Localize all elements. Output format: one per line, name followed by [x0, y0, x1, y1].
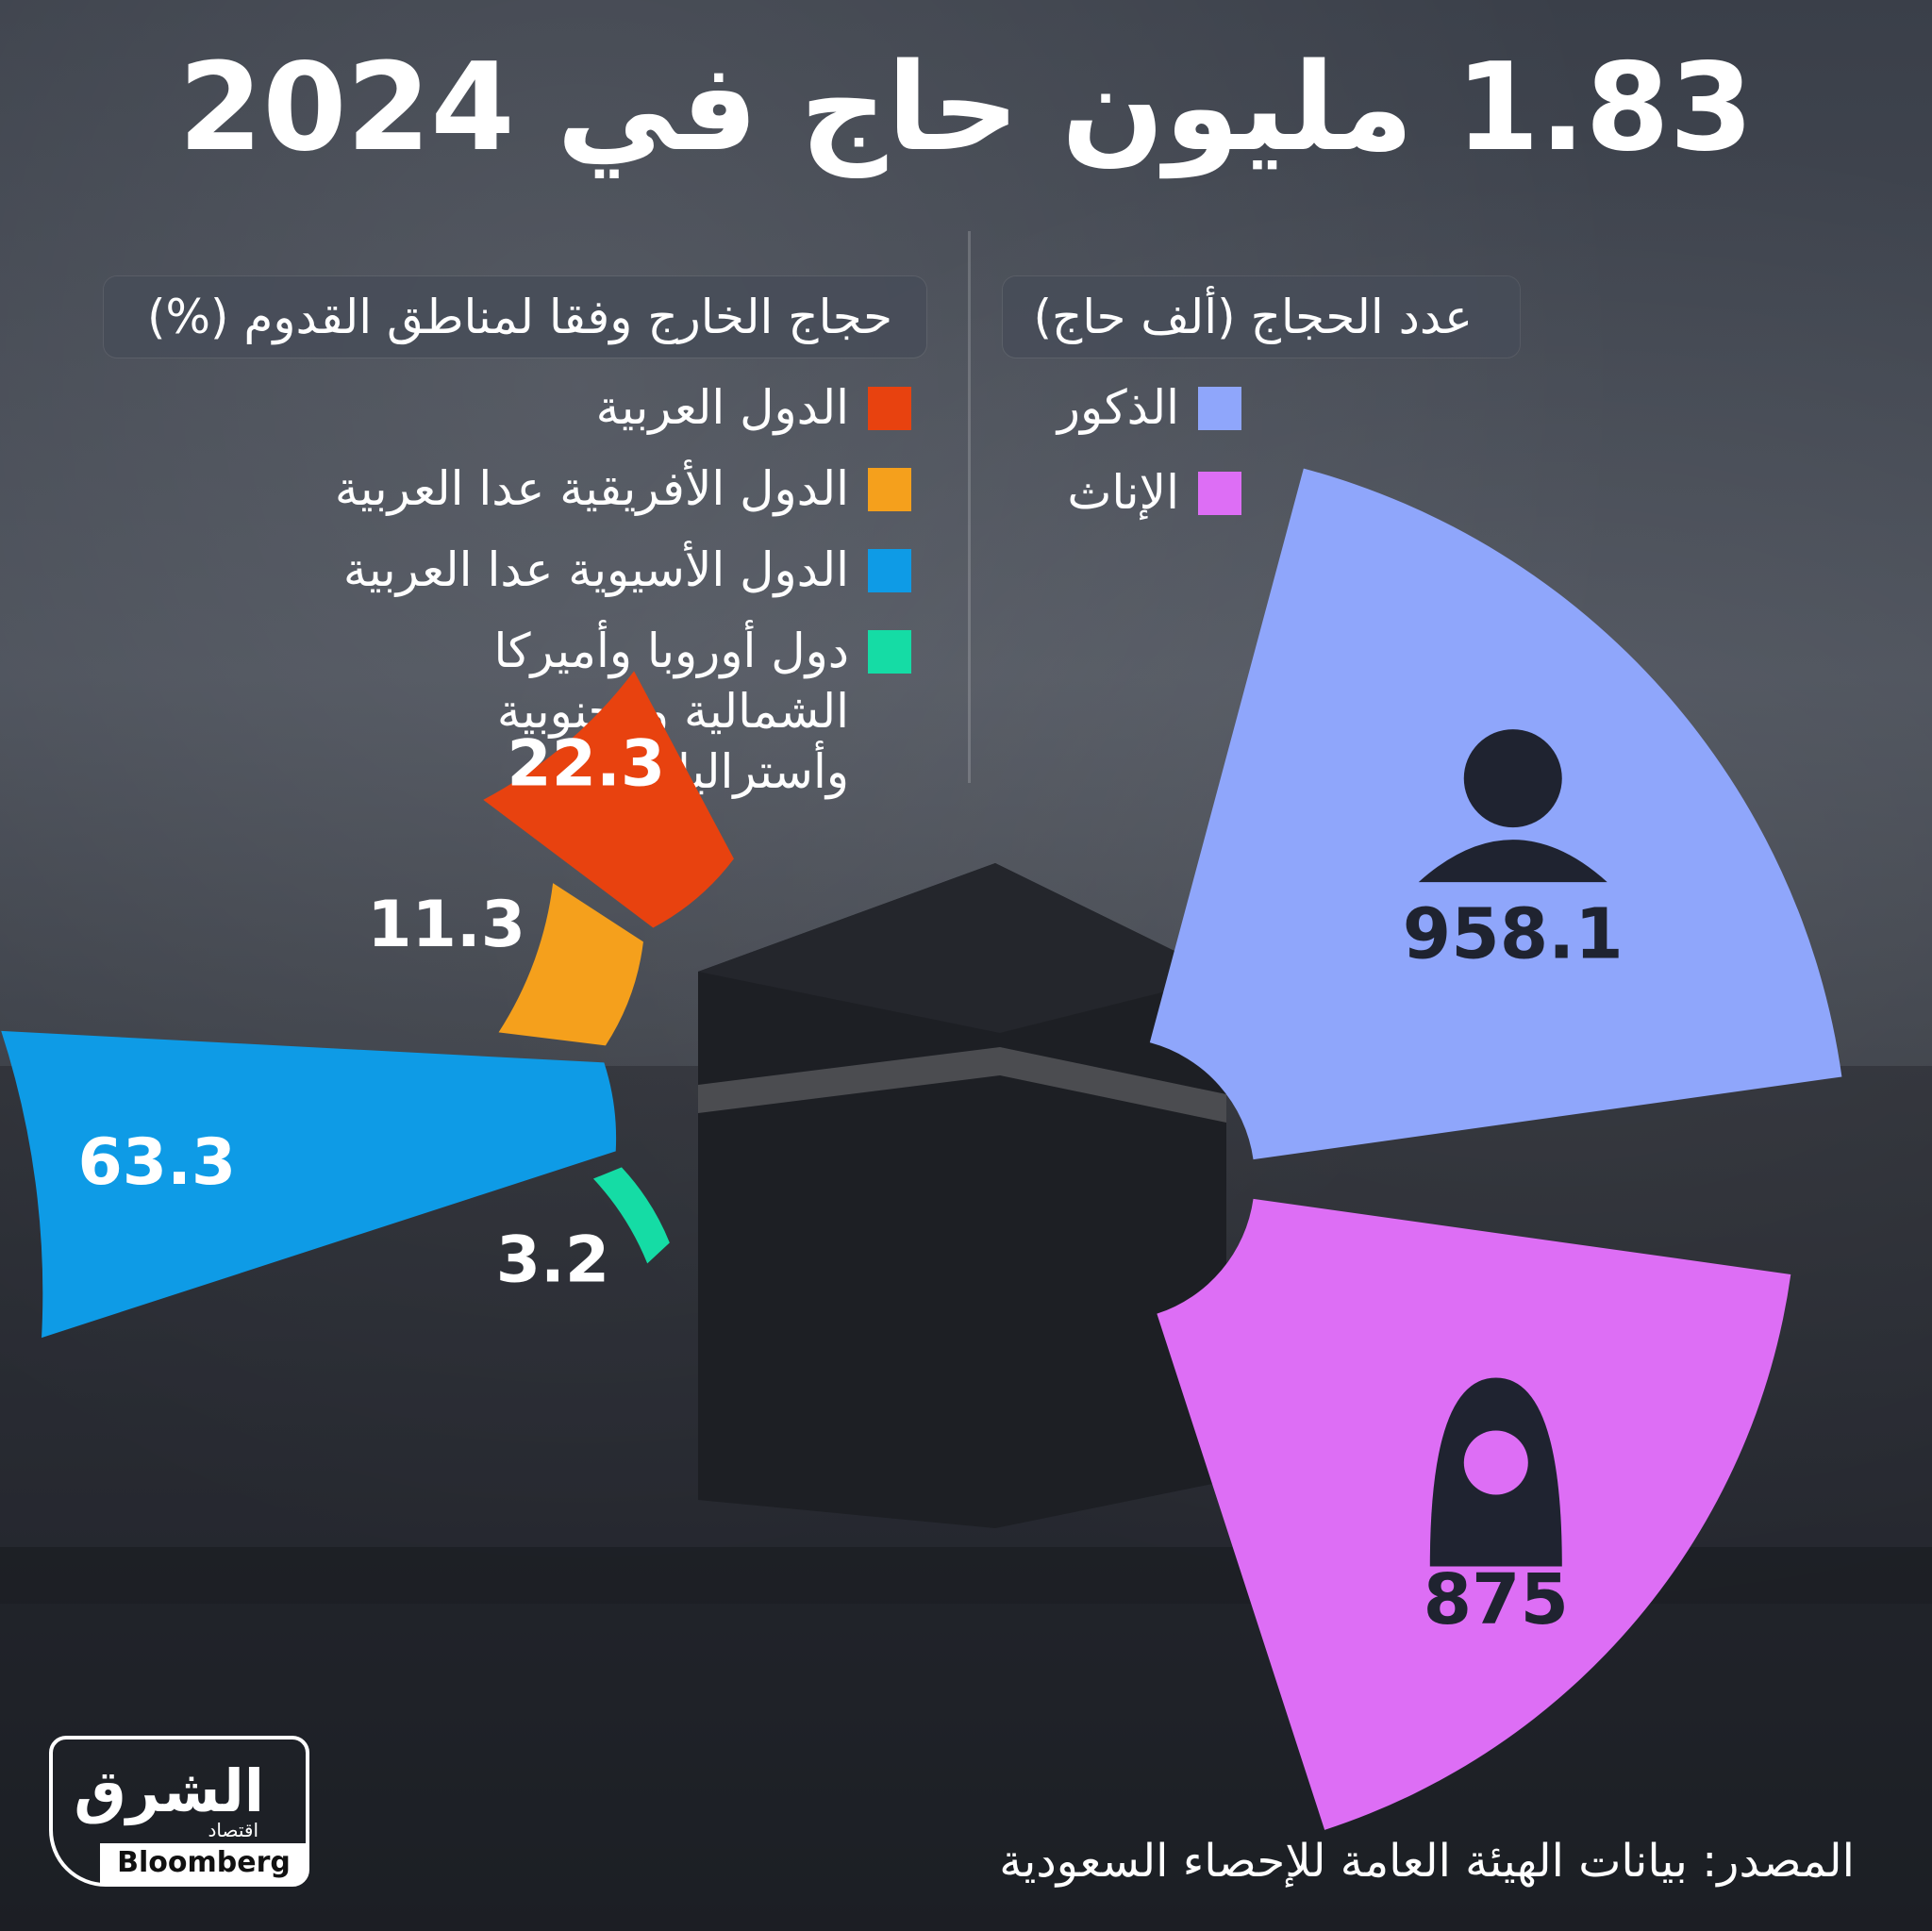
regions-header: حجاج الخارج وفقا لمناطق القدوم (%) [104, 276, 926, 358]
legend-label-west: دول أوروبا وأميركا الشمالية والجنوبية وأ… [493, 624, 849, 799]
region-bar-1 [483, 671, 734, 928]
legend-swatch-africa [868, 468, 911, 511]
gender-header: عدد الحجاج (ألف حاج) [1003, 276, 1520, 358]
region-value-label: 22.3 [507, 726, 665, 801]
legend-label-africa: الدول الأفريقية عدا العربية [334, 461, 849, 516]
legend-swatch-female [1198, 472, 1241, 515]
legend-label-arab: الدول العربية [595, 380, 849, 435]
legend-item-arab: الدول العربية [596, 377, 911, 438]
legend-label-female: الإناث [1067, 465, 1179, 520]
woman-icon-face [1463, 1430, 1528, 1495]
legend-item-male: الذكور [1058, 377, 1241, 438]
legend-swatch-arab [868, 387, 911, 430]
region-value-label: 3.2 [496, 1224, 609, 1298]
logo-frame [49, 1736, 309, 1887]
page-title: 1.83 مليون حاج في 2024 [178, 38, 1755, 178]
legend-item-africa: الدول الأفريقية عدا العربية [335, 458, 911, 519]
legend-swatch-west [868, 630, 911, 674]
man-icon [1463, 729, 1562, 828]
region-value-label: 63.3 [77, 1125, 236, 1200]
gender-value-label: 958.1 [1403, 894, 1624, 975]
region-bar-3 [1, 1030, 617, 1339]
legend-label-asia: الدول الأسيوية عدا العربية [342, 542, 849, 597]
legend-item-asia: الدول الأسيوية عدا العربية [343, 540, 911, 600]
source-note: المصدر: بيانات الهيئة العامة للإحصاء الس… [999, 1835, 1855, 1888]
logo-subtitle: اقتصاد [208, 1819, 259, 1841]
man-icon-body [1418, 840, 1607, 883]
column-divider [968, 231, 971, 783]
brand-logo: الشرق اقتصاد Bloomberg [49, 1736, 309, 1887]
legend-label-male: الذكور [1057, 380, 1179, 435]
region-bar-4 [592, 1167, 670, 1264]
legend-item-west: دول أوروبا وأميركا الشمالية والجنوبية وأ… [326, 621, 911, 802]
region-bar-2 [498, 883, 643, 1046]
logo-partner: Bloomberg [100, 1843, 308, 1883]
region-value-label: 11.3 [367, 888, 525, 962]
legend-swatch-male [1198, 387, 1241, 430]
logo-arabic: الشرق [74, 1756, 264, 1825]
legend-swatch-asia [868, 549, 911, 592]
gender-value-label: 875 [1424, 1559, 1569, 1640]
legend-item-female: الإناث [1067, 462, 1241, 523]
